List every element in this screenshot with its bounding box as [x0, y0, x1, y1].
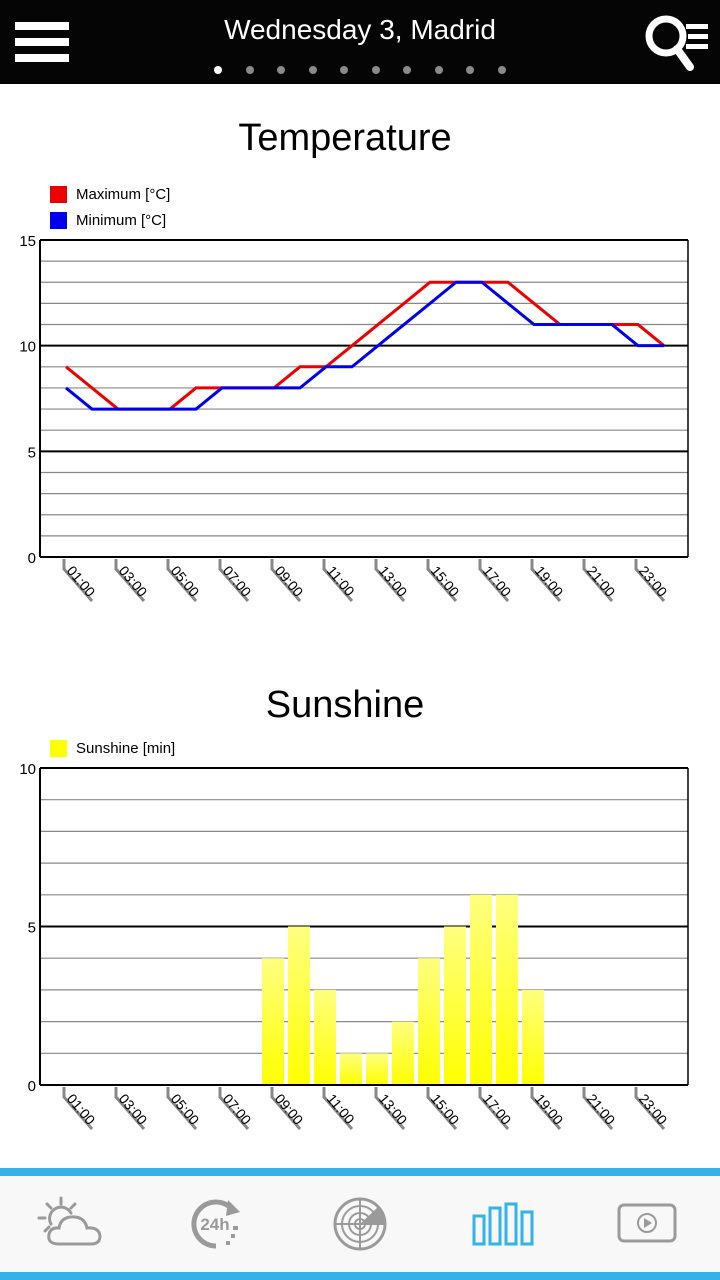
- x-tick-label: 13:00: [376, 1091, 411, 1128]
- line-series: [65, 280, 664, 411]
- sunshine-bar: [340, 1053, 362, 1085]
- hamburger-menu-icon: [15, 22, 69, 30]
- sunshine-bar: [366, 1053, 388, 1085]
- x-tick-label: 03:00: [116, 1091, 151, 1128]
- page-dot[interactable]: [245, 66, 254, 74]
- x-tick-label: 21:00: [584, 1091, 619, 1128]
- sunshine-chart: 10 5 0 01:00 03:00 05:00 07:00 09:00 11:00 13:00 1…: [19, 761, 689, 1130]
- legend-swatch-yellow: [50, 739, 67, 757]
- x-tick-label: 13:00: [376, 563, 411, 600]
- nav-item-forecast[interactable]: [0, 1176, 144, 1272]
- x-tick-label: 05:00: [168, 1091, 203, 1128]
- y-tick-label: 5: [28, 444, 36, 461]
- legend-item-sunshine: Sunshine [min]: [50, 735, 175, 761]
- legend-swatch-blue: [50, 211, 67, 229]
- bar-chart-icon: [472, 1202, 534, 1246]
- 24h-label: 24h: [200, 1215, 229, 1234]
- x-tick-label: 17:00: [480, 1091, 515, 1128]
- video-play-icon: [617, 1203, 677, 1243]
- page-dot[interactable]: [403, 66, 412, 74]
- page-title: Wednesday 3, Madrid: [224, 14, 496, 45]
- x-tick-label: 03:00: [116, 563, 151, 600]
- sunshine-bar: [392, 1021, 414, 1085]
- y-tick-label: 10: [19, 339, 36, 356]
- x-tick-label: 09:00: [272, 563, 307, 600]
- sunshine-legend: Sunshine [min]: [50, 735, 175, 761]
- sunshine-bar: [262, 958, 284, 1085]
- page-dot[interactable]: [371, 66, 380, 74]
- y-tick-label: 10: [19, 761, 36, 778]
- page-dot[interactable]: [340, 66, 349, 74]
- x-tick-label: 09:00: [272, 1091, 307, 1128]
- search-button[interactable]: [642, 12, 712, 76]
- nav-item-24h[interactable]: 24h: [144, 1176, 288, 1272]
- y-tick-label: 0: [28, 1078, 36, 1095]
- sunshine-bar: [314, 989, 336, 1085]
- legend-item-maximum: Maximum [°C]: [50, 181, 170, 207]
- sunshine-chart-title: Sunshine: [265, 684, 425, 726]
- sunshine-bar: [522, 989, 544, 1085]
- page-dot[interactable]: [277, 66, 286, 74]
- search-list-icon: [645, 15, 708, 71]
- y-tick-label: 0: [28, 550, 36, 567]
- sunshine-bar: [288, 926, 310, 1085]
- x-tick-label: 19:00: [532, 563, 567, 600]
- menu-button[interactable]: [15, 22, 69, 62]
- x-tick-label: 07:00: [220, 1091, 255, 1128]
- page-indicator: [0, 66, 720, 74]
- page-dot[interactable]: [466, 66, 475, 74]
- temperature-chart-title: Temperature: [238, 117, 452, 159]
- legend-label-minimum: Minimum [°C]: [76, 211, 167, 229]
- x-tick-label: 21:00: [584, 563, 619, 600]
- x-tick-label: 23:00: [636, 563, 671, 600]
- temperature-chart: 15 10 5 0 01:00 03:00 05:00 07:00 09:00 11:00 13:0…: [19, 233, 689, 602]
- x-tick-label: 07:00: [220, 563, 255, 600]
- page-dot[interactable]: [214, 66, 223, 74]
- x-tick-label: 11:00: [324, 563, 358, 599]
- nav-item-radar[interactable]: [288, 1176, 432, 1272]
- x-tick-label: 11:00: [324, 1091, 358, 1127]
- temperature-legend: Maximum [°C] Minimum [°C]: [50, 181, 170, 233]
- page-dot[interactable]: [434, 66, 443, 74]
- sunshine-bar: [470, 894, 492, 1085]
- x-tick-label: 05:00: [168, 563, 203, 600]
- y-tick-label: 15: [19, 233, 36, 250]
- page-dot[interactable]: [308, 66, 317, 74]
- hamburger-menu-icon-line: [15, 54, 69, 62]
- nav-item-charts[interactable]: [432, 1176, 576, 1272]
- x-tick-label: 15:00: [428, 1091, 463, 1128]
- nav-item-video[interactable]: [576, 1176, 720, 1272]
- legend-label-maximum: Maximum [°C]: [76, 185, 171, 203]
- legend-swatch-red: [50, 185, 67, 203]
- x-tick-label: 17:00: [480, 563, 515, 600]
- x-tick-label: 01:00: [64, 1091, 99, 1128]
- sun-cloud-icon: [37, 1196, 102, 1246]
- x-tick-label: 23:00: [636, 1091, 671, 1128]
- top-bar: Wednesday 3, Madrid: [0, 0, 720, 84]
- x-tick-label: 19:00: [532, 1091, 567, 1128]
- sunshine-bar: [496, 894, 518, 1085]
- sunshine-bar: [418, 958, 440, 1085]
- legend-label-sunshine: Sunshine [min]: [76, 739, 176, 757]
- radar-icon: [333, 1197, 387, 1251]
- x-tick-label: 15:00: [428, 563, 463, 600]
- y-tick-label: 5: [28, 920, 36, 937]
- legend-item-minimum: Minimum [°C]: [50, 207, 170, 233]
- x-tick-label: 01:00: [64, 563, 99, 600]
- hamburger-menu-icon-line: [15, 38, 69, 46]
- page-dot[interactable]: [497, 66, 506, 74]
- 24h-icon: 24h: [191, 1199, 240, 1249]
- sunshine-bar: [444, 926, 466, 1085]
- bottom-navigation: 24h: [0, 1168, 720, 1280]
